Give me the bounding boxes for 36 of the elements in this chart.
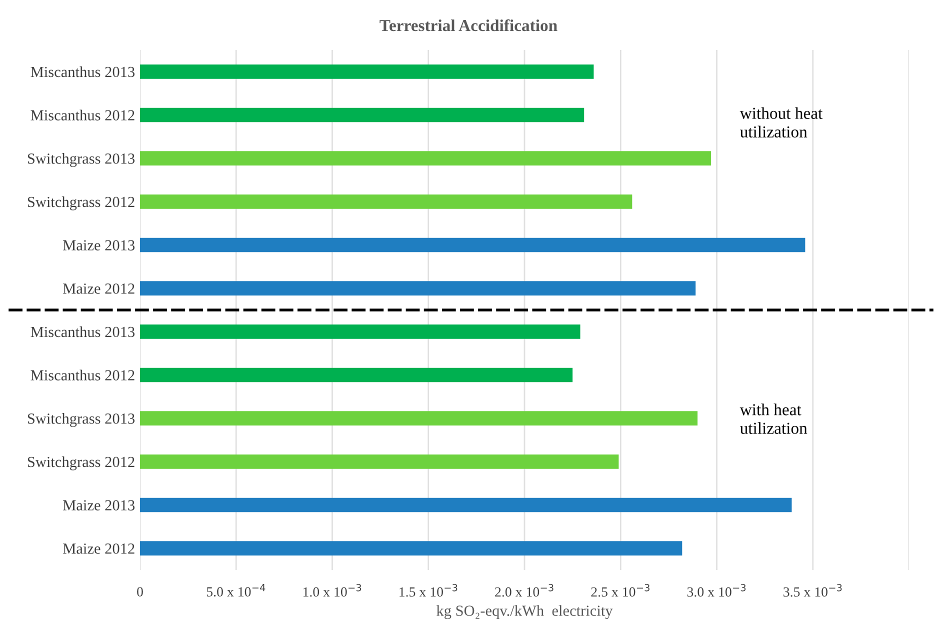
bar [140,281,696,296]
bar [140,151,711,166]
bar [140,368,573,382]
y-tick-label: Maize 2012 [63,283,134,294]
y-tick-label: Switchgrass 2012 [28,456,134,470]
y-tick-label: Miscanthus 2013 [30,326,135,338]
x-axis-title: kg SO₂-eqv./kWh electricity [436,605,613,620]
annotation: with heat utilization [740,404,808,434]
x-tick-label: 1.5 x 10$^{−3}$ [400,584,458,597]
x-tick-label: 0 [137,587,143,596]
bar [140,454,619,469]
y-tick-label: Switchgrass 2013 [28,413,135,427]
bar [140,541,682,556]
bar [140,324,580,339]
y-tick-label: Maize 2013 [63,500,135,510]
x-tick-label: 3.5 x 10$^{−3}$ [784,584,842,597]
y-tick-label: Miscanthus 2012 [30,370,134,380]
y-tick-label: Maize 2012 [63,543,134,554]
y-tick-label: Miscanthus 2013 [30,66,135,78]
x-tick-label: 2.5 x 10$^{−3}$ [591,584,650,597]
x-tick-label: 1.0 x 10$^{−3}$ [303,584,362,597]
x-tick-label: 5.0 x 10$^{−4}$ [206,584,266,597]
y-tick-label: Miscanthus 2012 [30,110,134,120]
x-tick-label: 2.0 x 10$^{−3}$ [495,584,554,597]
bar [140,194,632,209]
y-tick-label: Switchgrass 2013 [28,153,135,167]
bar [140,238,806,252]
bar [140,64,594,79]
x-tick-label: 3.0 x 10$^{−3}$ [687,584,746,597]
annotation: without heat utilization [740,107,823,138]
bar [140,411,698,426]
y-tick-label: Switchgrass 2012 [28,196,134,210]
bar [140,498,792,512]
chart-title: Terrestrial Accidification [380,19,558,32]
bar [140,108,584,122]
y-tick-label: Maize 2013 [63,240,135,250]
